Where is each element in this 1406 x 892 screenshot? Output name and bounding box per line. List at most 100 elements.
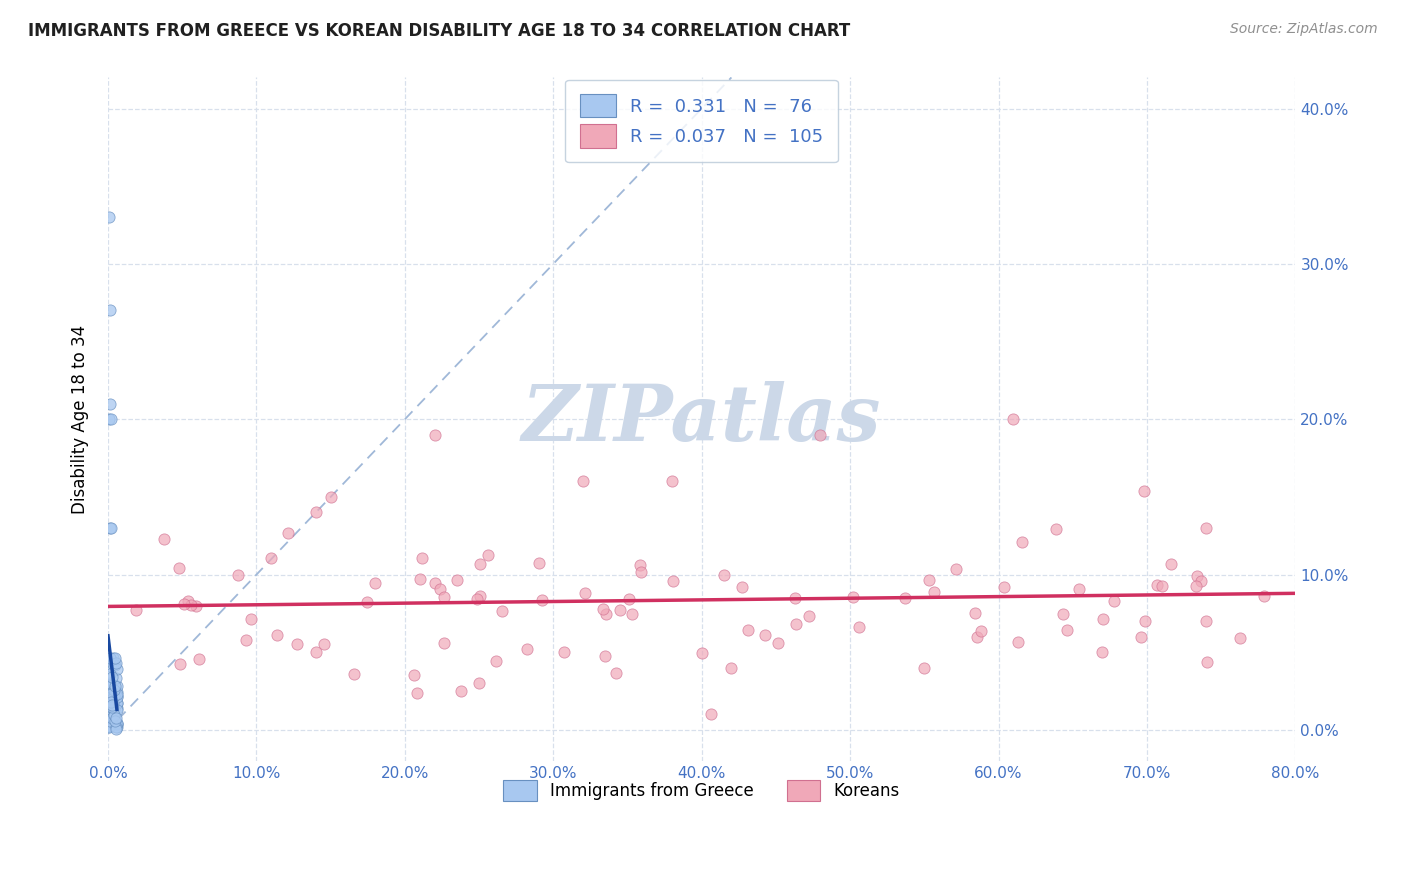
Point (101, 657, 124, 672)
Point (104, 722, 127, 736)
Point (100, 695, 122, 709)
Point (226, 567, 249, 582)
Point (98, 685, 121, 699)
Point (922, 585, 945, 599)
Point (266, 628, 288, 642)
Point (1229, 631, 1251, 645)
Point (630, 565, 652, 579)
Point (841, 591, 863, 605)
Point (423, 427, 446, 442)
Point (240, 611, 263, 625)
Point (1160, 558, 1182, 572)
Point (97, 690, 120, 704)
Point (1104, 593, 1126, 607)
Point (574, 586, 596, 600)
Point (105, 690, 128, 705)
Point (785, 617, 807, 632)
Point (101, 678, 124, 692)
Point (690, 646, 713, 660)
Point (1146, 578, 1168, 592)
Point (105, 679, 128, 693)
Point (408, 572, 430, 586)
Point (101, 712, 124, 726)
Point (1045, 522, 1067, 536)
Point (103, 708, 125, 723)
Point (446, 573, 468, 587)
Point (468, 589, 491, 603)
Point (105, 689, 128, 703)
Point (98, 680, 121, 694)
Point (433, 590, 456, 604)
Point (411, 551, 433, 566)
Point (101, 696, 124, 710)
Point (595, 649, 617, 664)
Point (1052, 607, 1074, 621)
Point (1185, 569, 1208, 583)
Point (485, 653, 508, 667)
Point (97, 719, 120, 733)
Point (450, 684, 472, 698)
Point (235, 632, 257, 647)
Point (98, 521, 121, 535)
Point (1194, 614, 1216, 628)
Point (700, 707, 723, 722)
Point (893, 591, 915, 606)
Point (103, 702, 125, 716)
Point (963, 606, 986, 620)
Point (101, 713, 124, 727)
Point (188, 652, 211, 666)
Point (305, 506, 328, 520)
Point (169, 657, 191, 671)
Point (1056, 624, 1078, 638)
Point (100, 713, 122, 727)
Point (98, 720, 121, 734)
Point (105, 716, 128, 731)
Point (312, 637, 335, 651)
Point (105, 662, 128, 676)
Point (101, 715, 124, 730)
Point (180, 598, 202, 612)
Point (104, 656, 127, 670)
Point (592, 601, 614, 615)
Point (104, 711, 127, 725)
Point (98, 704, 121, 718)
Point (98, 412, 121, 426)
Point (101, 692, 124, 706)
Point (103, 708, 125, 723)
Point (429, 582, 451, 597)
Point (993, 580, 1015, 594)
Text: Source: ZipAtlas.com: Source: ZipAtlas.com (1230, 22, 1378, 37)
Point (105, 671, 128, 685)
Point (1195, 521, 1218, 535)
Point (260, 550, 283, 565)
Point (105, 696, 128, 710)
Point (754, 628, 776, 642)
Point (1130, 630, 1153, 644)
Point (737, 624, 759, 638)
Point (1197, 655, 1219, 669)
Point (104, 651, 127, 665)
Legend: Immigrants from Greece, Koreans: Immigrants from Greece, Koreans (491, 766, 914, 814)
Point (98, 397, 121, 411)
Point (609, 603, 631, 617)
Point (184, 599, 207, 614)
Point (100, 687, 122, 701)
Point (572, 475, 595, 489)
Point (98, 699, 121, 714)
Point (465, 591, 488, 606)
Point (100, 412, 122, 426)
Point (605, 665, 627, 680)
Point (100, 698, 122, 712)
Point (619, 592, 641, 607)
Point (1091, 612, 1114, 626)
Point (527, 557, 550, 571)
Point (621, 607, 644, 622)
Point (101, 714, 124, 729)
Point (100, 659, 122, 673)
Point (105, 702, 128, 716)
Point (661, 475, 683, 489)
Point (103, 689, 125, 703)
Point (468, 676, 491, 690)
Point (101, 651, 124, 665)
Point (98, 303, 121, 318)
